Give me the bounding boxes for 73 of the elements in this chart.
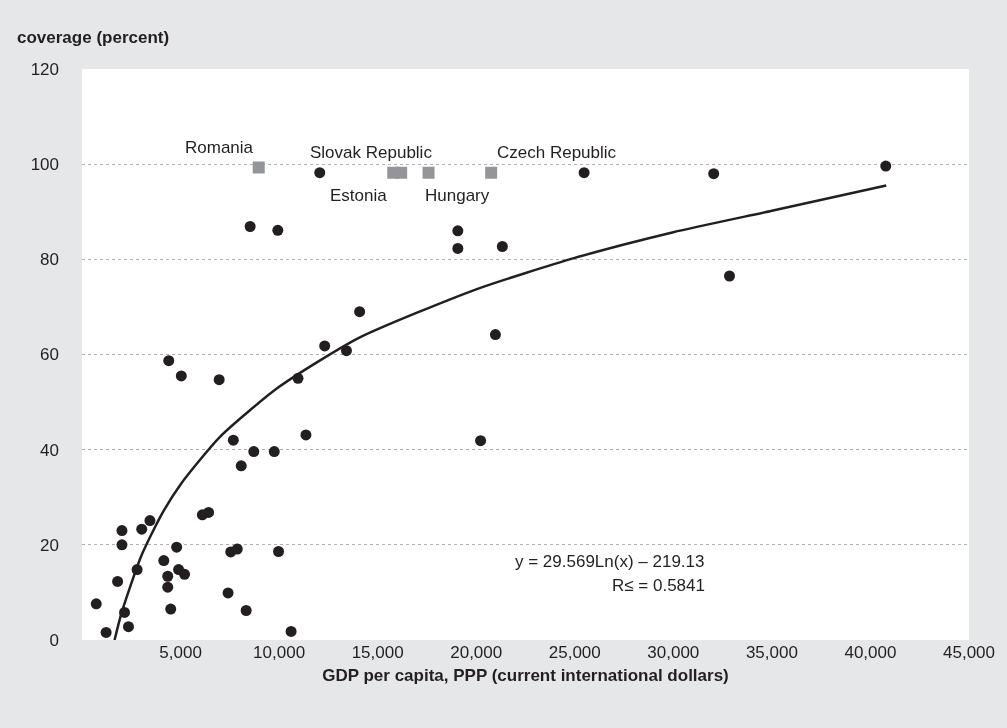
x-tick-label: 5,000 (159, 643, 202, 662)
x-tick-label: 25,000 (548, 643, 601, 662)
point (395, 166, 408, 179)
x-tick-label: 20,000 (450, 643, 503, 662)
point (171, 541, 183, 553)
point (122, 621, 134, 633)
y-tick-label: 100 (30, 155, 59, 175)
y-tick-label: 60 (40, 345, 59, 365)
point (90, 598, 102, 610)
point (272, 224, 284, 236)
annotation: Estonia (330, 186, 388, 205)
point (227, 434, 239, 446)
point (708, 168, 720, 180)
point (300, 429, 312, 441)
point (179, 568, 191, 580)
point (319, 340, 331, 352)
point (162, 581, 174, 593)
line-series (113, 184, 888, 640)
point (340, 345, 352, 357)
point (100, 626, 112, 638)
point (252, 161, 265, 174)
point (162, 570, 174, 582)
y-tick-label: 40 (40, 440, 59, 460)
annotation: Czech Republic (497, 143, 617, 162)
annotation: Slovak Republic (310, 143, 433, 162)
y-tick-label: 20 (40, 535, 59, 555)
point (163, 355, 175, 367)
point (452, 242, 464, 254)
point (314, 167, 326, 179)
point (158, 555, 170, 567)
point (165, 603, 177, 615)
annotation: y = 29.569Ln(x) – 219.13 (515, 552, 705, 571)
point (485, 166, 498, 179)
point (240, 605, 252, 616)
annotation: Hungary (425, 186, 490, 205)
x-tick-label: 40,000 (844, 643, 897, 662)
x-tick-label: 30,000 (647, 643, 700, 662)
point (235, 460, 247, 472)
annotation: Romania (185, 138, 254, 157)
x-axis-title: GDP per capita, PPP (current international dollars) (322, 666, 729, 686)
point (203, 506, 215, 518)
point (285, 625, 297, 637)
point (144, 515, 156, 527)
point (248, 446, 260, 458)
point (244, 221, 256, 232)
point (496, 240, 508, 252)
point (112, 575, 124, 587)
point (475, 435, 487, 447)
point (213, 374, 225, 386)
point (116, 539, 128, 551)
point (880, 160, 892, 172)
point (422, 166, 435, 179)
point (724, 270, 736, 282)
x-tick-label: 10,000 (253, 643, 306, 662)
point (489, 329, 501, 341)
y-tick-label: 120 (30, 59, 59, 79)
point (268, 446, 280, 458)
x-tick-label: 45,000 (943, 643, 995, 662)
y-axis-title: coverage (percent) (17, 28, 170, 47)
x-tick-label: 15,000 (351, 643, 404, 662)
annotation: R≤ = 0.5841 (612, 576, 705, 595)
point (273, 546, 285, 557)
point (452, 225, 464, 237)
y-tick-label: 80 (40, 250, 59, 270)
point (222, 587, 234, 599)
x-tick-label: 35,000 (745, 643, 798, 662)
point (354, 306, 366, 318)
point (136, 523, 148, 535)
point (578, 167, 590, 179)
y-tick-label: 0 (49, 630, 59, 650)
point (231, 543, 243, 555)
point (175, 370, 187, 382)
point (116, 525, 128, 537)
